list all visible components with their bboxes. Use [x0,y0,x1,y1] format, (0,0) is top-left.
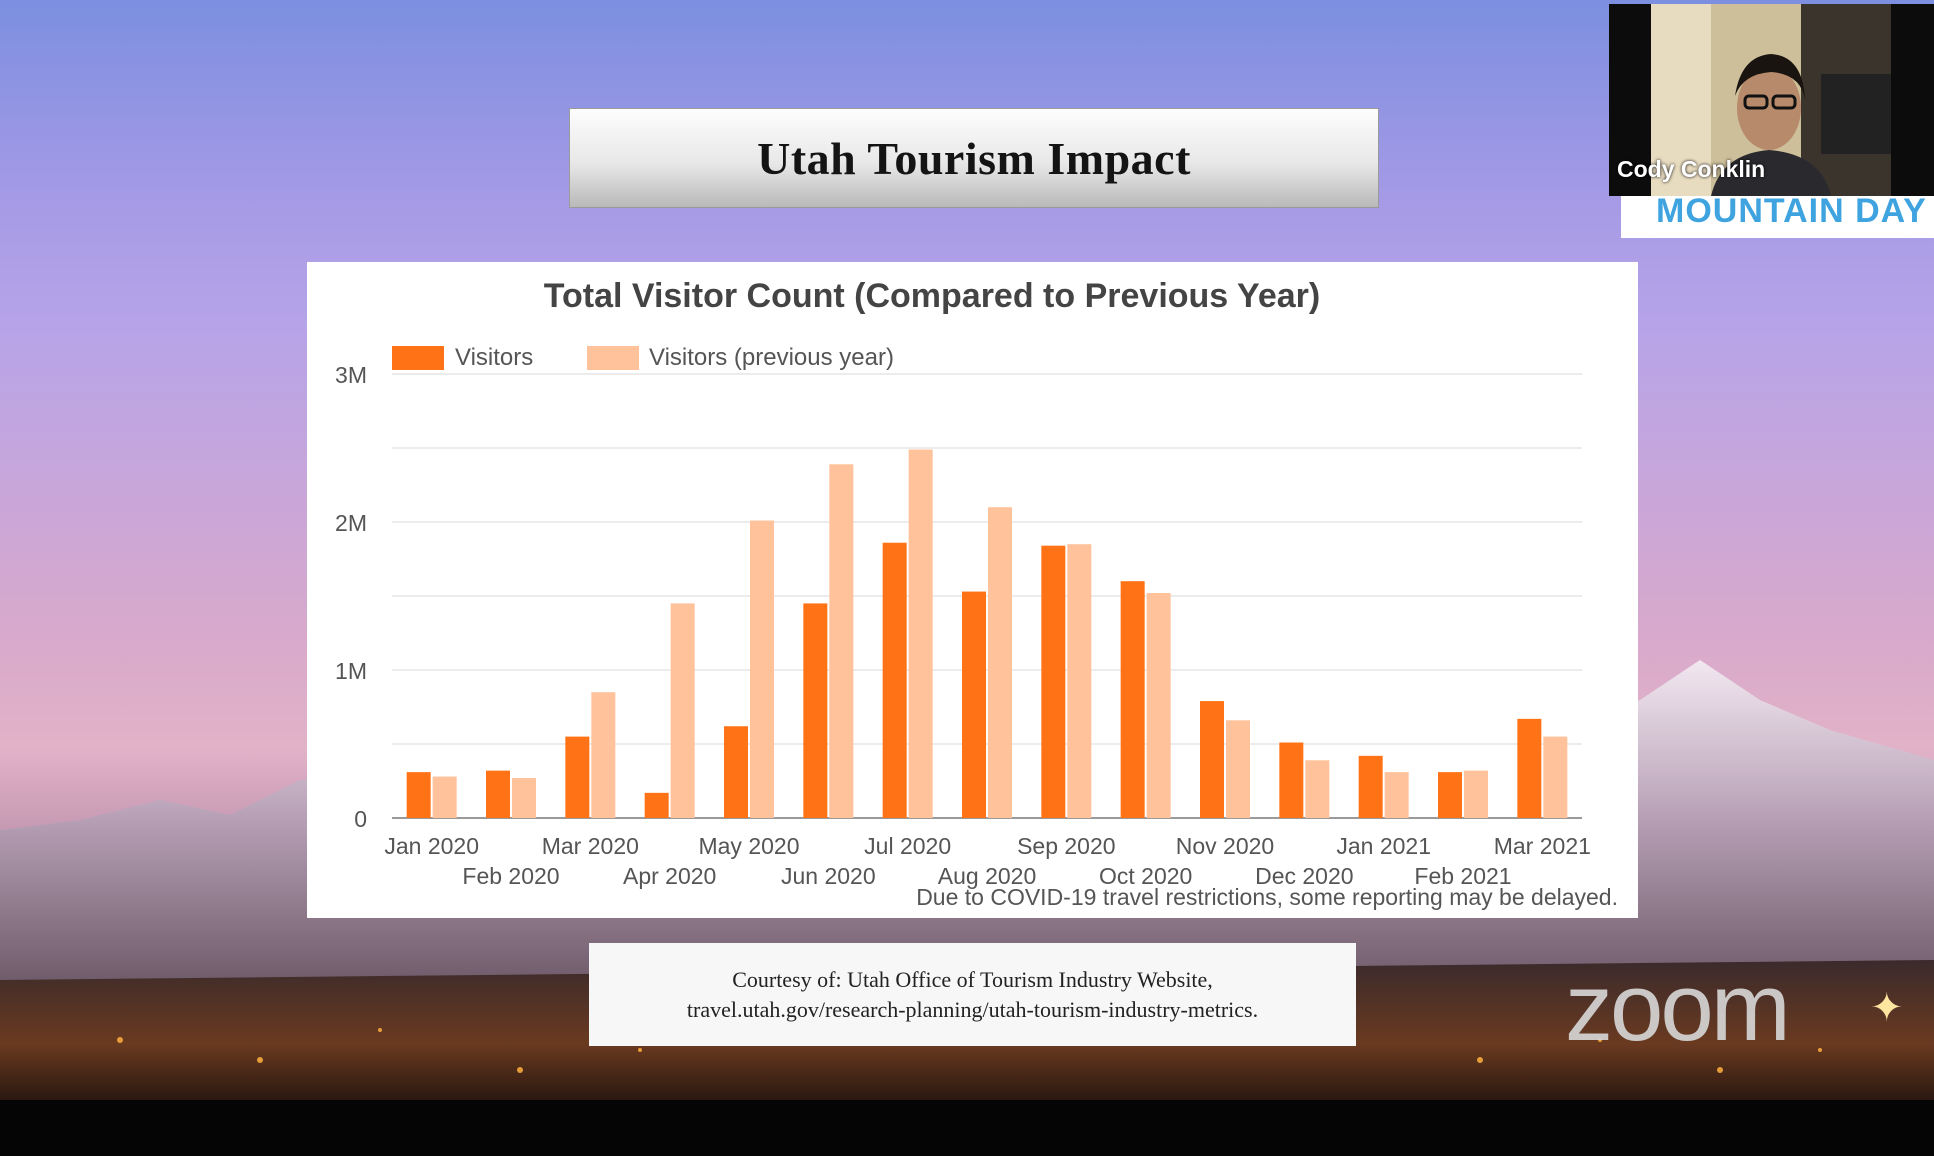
x-axis-tick-labels: Jan 2020 Feb 2020 Mar 2020 Apr 2020 May 2020… [384,833,1591,889]
bar-visitors [486,770,510,818]
bar-previous-year [750,520,774,818]
x-tick-label: Dec 2020 [1255,863,1353,889]
slide-title: Utah Tourism Impact [757,132,1191,184]
chart-panel: Total Visitor Count (Compared to Previou… [307,262,1638,918]
zoom-watermark: zoom [1565,954,1791,1061]
bar-previous-year [512,778,536,818]
bar-visitors [962,591,986,818]
y-tick-label: 2M [335,510,367,536]
participant-name: Cody Conklin [1617,156,1766,182]
slide-title-box: Utah Tourism Impact [569,108,1379,208]
bar-visitors [1517,718,1542,818]
bars [406,449,1568,818]
legend-label-previous-year: Visitors (previous year) [649,344,894,371]
bar-visitors [1438,772,1462,818]
bar-visitors [882,542,907,818]
y-tick-label: 3M [335,362,367,388]
x-tick-label: May 2020 [698,833,799,859]
legend-swatch-visitors [392,346,444,370]
x-tick-label: Feb 2021 [1414,863,1511,889]
bar-previous-year [1464,770,1488,818]
legend-swatch-previous-year [587,346,639,370]
source-line-1: Courtesy of: Utah Office of Tourism Indu… [732,966,1213,992]
bar-visitors [1358,755,1383,818]
x-tick-label: Sep 2020 [1017,833,1115,859]
chart-note: Due to COVID-19 travel restrictions, som… [916,884,1618,910]
x-tick-label: Jan 2021 [1336,833,1431,859]
x-tick-label: Mar 2021 [1494,833,1591,859]
bar-previous-year [1067,544,1092,818]
banner-text: MOUNTAIN DAY [1656,196,1927,226]
bar-visitors [1279,742,1304,818]
participant-video [1651,4,1891,196]
bar-visitors [724,726,748,818]
sparkle-icon: ✦ [1870,986,1904,1030]
bar-previous-year [1226,720,1250,818]
x-tick-label: Feb 2020 [462,863,559,889]
bar-visitors [406,772,431,818]
legend-label-visitors: Visitors [455,344,533,371]
x-tick-label: Nov 2020 [1176,833,1274,859]
x-tick-label: Mar 2020 [542,833,639,859]
bar-previous-year [432,776,457,818]
y-tick-label: 1M [335,658,367,684]
participant-video-tile[interactable]: Cody Conklin [1609,4,1934,196]
chart-title: Total Visitor Count (Compared to Previou… [544,277,1320,315]
bar-previous-year [829,464,854,818]
bar-previous-year [591,692,616,818]
x-tick-label: Apr 2020 [623,863,716,889]
x-tick-label: Oct 2020 [1099,863,1192,889]
bar-previous-year [1543,736,1568,818]
bar-previous-year [908,449,933,818]
x-tick-label: Jan 2020 [384,833,479,859]
x-tick-label: Jul 2020 [864,833,951,859]
bar-visitors [565,736,590,818]
source-line-2: travel.utah.gov/research-planning/utah-t… [686,996,1259,1022]
mountain-day-banner: MOUNTAIN DAY [1621,196,1934,238]
y-axis-tick-labels: 0 1M 2M 3M [335,362,367,832]
source-citation: Courtesy of: Utah Office of Tourism Indu… [589,943,1356,1046]
y-tick-label: 0 [354,806,367,832]
bar-previous-year [1305,760,1330,818]
bar-visitors [1041,545,1066,818]
bar-previous-year [670,603,695,818]
bottom-letterbox [0,1100,1934,1156]
bar-previous-year [1146,593,1171,818]
bar-chart: Total Visitor Count (Compared to Previou… [335,277,1591,889]
gridlines [392,373,1582,819]
bar-visitors [1120,581,1145,818]
x-tick-label: Aug 2020 [938,863,1036,889]
bar-visitors [644,792,669,818]
bar-visitors [1200,701,1224,818]
bar-visitors [803,603,828,818]
x-tick-label: Jun 2020 [781,863,876,889]
bar-previous-year [988,507,1012,818]
bar-previous-year [1384,772,1409,818]
